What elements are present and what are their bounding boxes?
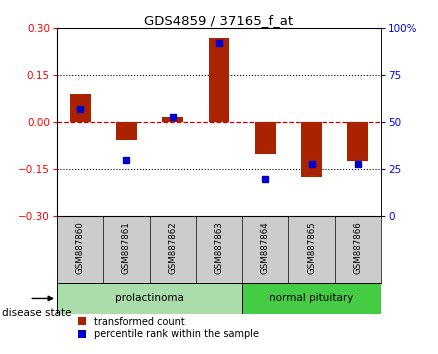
Bar bbox=[242, 283, 381, 314]
Bar bbox=[162, 116, 183, 122]
Bar bbox=[255, 122, 276, 154]
Title: GDS4859 / 37165_f_at: GDS4859 / 37165_f_at bbox=[145, 14, 293, 27]
Text: GSM887863: GSM887863 bbox=[215, 222, 223, 274]
Bar bbox=[116, 122, 137, 139]
Legend: transformed count, percentile rank within the sample: transformed count, percentile rank withi… bbox=[78, 316, 258, 339]
Bar bbox=[70, 94, 91, 122]
Text: GSM887860: GSM887860 bbox=[76, 222, 85, 274]
Text: prolactinoma: prolactinoma bbox=[115, 293, 184, 303]
Bar bbox=[208, 38, 230, 122]
Text: GSM887861: GSM887861 bbox=[122, 222, 131, 274]
Text: normal pituitary: normal pituitary bbox=[269, 293, 354, 303]
Bar bbox=[347, 122, 368, 161]
Text: GSM887866: GSM887866 bbox=[353, 222, 362, 274]
Text: GSM887862: GSM887862 bbox=[168, 222, 177, 274]
Text: disease state: disease state bbox=[2, 308, 72, 318]
Bar bbox=[301, 122, 322, 177]
Text: GSM887865: GSM887865 bbox=[307, 222, 316, 274]
Bar bbox=[57, 283, 242, 314]
Text: GSM887864: GSM887864 bbox=[261, 222, 270, 274]
